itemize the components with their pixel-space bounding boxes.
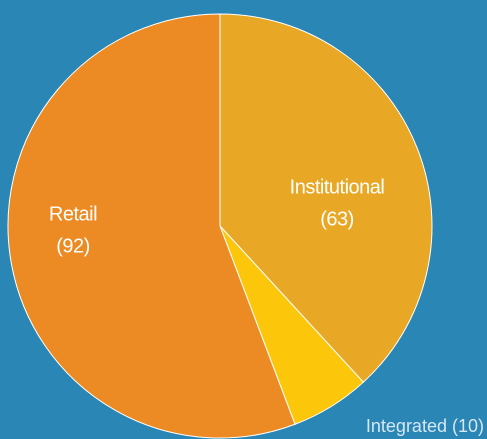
- slice-label: Institutional: [290, 176, 385, 198]
- slice-value-label: (63): [320, 208, 354, 230]
- pie: [7, 13, 433, 439]
- slice-label-group: Integrated (10): [366, 416, 484, 436]
- slice-value-label: (10): [452, 416, 484, 436]
- slice-label: Integrated: [366, 416, 447, 436]
- pie-slice: [7, 13, 296, 439]
- labels: Institutional (63) Integrated (10) Retail (9…: [49, 176, 484, 435]
- pie-slice: [219, 13, 433, 383]
- slice-value-label: (92): [56, 235, 90, 257]
- slice-label: Retail: [49, 203, 97, 225]
